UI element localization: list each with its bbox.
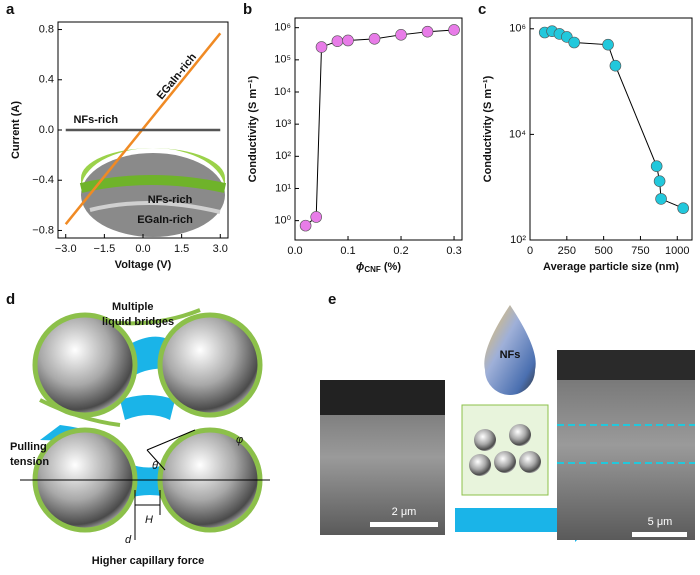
panel-letter: b (243, 1, 252, 18)
x-label-unit: (%) (381, 261, 402, 273)
y-tick-label: 10⁴ (509, 128, 526, 140)
y-tick-label: 10⁵ (274, 54, 291, 66)
panel-letter: d (6, 291, 15, 308)
plot-frame (294, 17, 463, 241)
marker (299, 219, 312, 232)
x-tick-label: −1.5 (94, 243, 116, 255)
y-tick-label: 0.0 (39, 124, 54, 136)
series-line (305, 29, 455, 227)
drop-label: NFs (500, 349, 521, 361)
y-tick-label: 10² (510, 234, 526, 246)
marker (655, 193, 667, 205)
annotation: Pulling (10, 441, 47, 453)
panel-letter: a (6, 1, 15, 18)
marker (331, 35, 344, 47)
marker (395, 29, 407, 41)
marker (609, 59, 622, 72)
symbol: H (145, 514, 153, 526)
inset-label: EGaIn-rich (137, 214, 193, 226)
y-tick-label: 10² (275, 150, 291, 162)
panel-d: d Multiple liquid bridges Pulling tensio… (6, 291, 270, 567)
x-tick-label: 1000 (665, 245, 689, 257)
annotation: tension (10, 456, 49, 468)
x-axis-label: Voltage (V) (115, 259, 172, 271)
marker (653, 175, 666, 187)
y-tick-label: 0.4 (39, 74, 54, 86)
marker (315, 41, 328, 53)
x-tick-label: 1.5 (174, 243, 189, 255)
y-tick-label: −0.8 (32, 224, 54, 236)
x-axis-label: ϕCNF (%) (356, 261, 401, 274)
y-tick-label: −0.4 (32, 174, 54, 186)
caption: Higher capillary force (92, 555, 205, 567)
x-axis-label: Average particle size (nm) (543, 261, 679, 273)
series-line (64, 32, 222, 225)
y-tick-label: 10⁰ (274, 215, 291, 227)
marker (310, 211, 323, 223)
plot-frame (529, 17, 693, 241)
x-tick-label: 250 (558, 245, 576, 257)
x-tick-label: 0.0 (135, 243, 150, 255)
y-axis-label: Conductivity (S m⁻¹) (247, 75, 259, 182)
x-tick-label: 0.0 (287, 245, 302, 257)
x-label-subscript: CNF (364, 265, 381, 274)
x-label-symbol: ϕ (356, 261, 364, 273)
panel-letter: c (478, 1, 486, 18)
x-tick-label: 0 (527, 245, 533, 257)
y-axis-label: Current (A) (10, 101, 22, 159)
series-label: EGaIn-rich (155, 51, 200, 102)
annotation: liquid bridges (102, 316, 174, 328)
marker (421, 25, 434, 38)
x-tick-label: 500 (594, 245, 612, 257)
symbol: φ (236, 434, 243, 446)
y-tick-label: 10⁴ (274, 86, 291, 98)
y-tick-label: 10⁶ (509, 23, 526, 35)
y-tick-label: 10⁶ (274, 22, 291, 34)
scale-bar-label: 5 μm (648, 516, 673, 528)
scale-bar-label: 2 μm (392, 506, 417, 518)
annotation: Multiple (112, 301, 154, 313)
panel-letter: e (328, 291, 336, 308)
marker (342, 34, 354, 47)
y-tick-label: 10¹ (275, 182, 291, 194)
x-tick-label: 0.2 (393, 245, 408, 257)
marker (602, 38, 614, 51)
x-tick-label: 0.1 (340, 245, 355, 257)
series-label: NFs-rich (73, 114, 118, 126)
panel-e: e 2 μm NFs 5 μm (320, 291, 695, 542)
x-tick-label: 3.0 (213, 243, 228, 255)
marker (448, 24, 460, 36)
marker (368, 33, 381, 45)
inset: NFs-rich EGaIn-rich (79, 148, 227, 237)
inset-label: NFs-rich (148, 194, 193, 206)
marker (568, 36, 580, 49)
y-tick-label: 0.8 (39, 23, 54, 35)
symbol: θ (152, 460, 158, 472)
symbol: d (125, 534, 132, 546)
y-axis-label: Conductivity (S m⁻¹) (482, 75, 494, 182)
y-tick-label: 10³ (275, 118, 291, 130)
x-tick-label: 0.3 (446, 245, 461, 257)
x-tick-label: 750 (631, 245, 649, 257)
marker (677, 202, 689, 215)
marker (650, 160, 663, 172)
x-tick-label: −3.0 (55, 243, 77, 255)
